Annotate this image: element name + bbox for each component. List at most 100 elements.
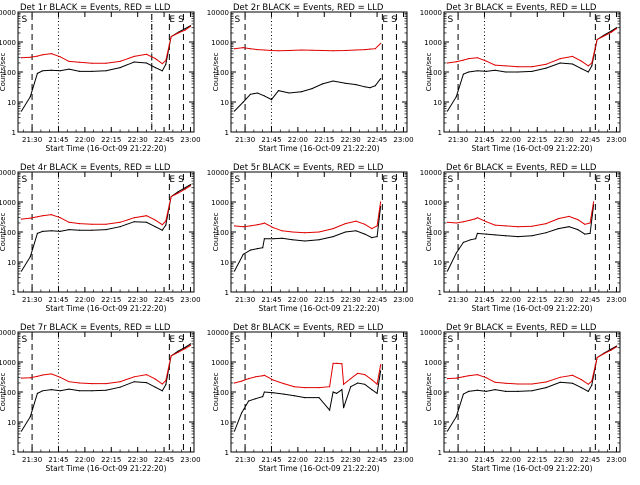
data-point-lld <box>603 353 605 355</box>
data-point-lld <box>68 381 70 383</box>
data-point-events <box>165 63 167 65</box>
data-point-lld <box>170 196 172 198</box>
data-point-lld <box>343 383 345 385</box>
data-point-lld <box>615 346 618 348</box>
data-point-lld <box>587 383 589 385</box>
x-axis-label: Start Time (16-Oct-09 21:22:20) <box>471 144 592 153</box>
y-tick-label: 10000 <box>0 329 16 337</box>
x-tick-label: 22:00 <box>75 136 95 144</box>
y-tick-label: 10000 <box>0 9 16 17</box>
y-axis-label: Counts/sec <box>212 213 220 252</box>
x-tick-label: 22:00 <box>75 456 95 464</box>
data-point-lld <box>20 218 23 220</box>
data-point-events <box>161 390 163 392</box>
x-tick-label: 22:15 <box>527 456 547 464</box>
data-point-lld <box>344 49 346 52</box>
data-point-events <box>263 391 265 393</box>
data-point-events <box>256 92 258 94</box>
data-point-events <box>591 384 593 386</box>
data-point-events <box>446 430 449 432</box>
y-axis-label: Counts/sec <box>0 373 7 412</box>
y-tick-label: 100 <box>216 389 229 397</box>
data-point-events <box>376 236 378 238</box>
data-point-lld <box>485 60 487 62</box>
data-point-lld <box>476 57 478 59</box>
y-tick-label: 1000 <box>424 359 442 367</box>
panel-det-3: Det 3r BLACK = Events, RED = LLD 1 10 100 10… <box>420 3 627 153</box>
data-point-lld <box>241 380 243 382</box>
panel-det-8: Det 8r BLACK = Events, RED = LLD 1 10 100 10… <box>207 323 414 473</box>
data-point-lld <box>344 223 346 225</box>
marker-letter: S <box>391 15 397 25</box>
data-point-lld <box>485 377 487 379</box>
y-tick-label: 1 <box>12 449 16 457</box>
data-point-lld <box>50 214 53 216</box>
data-point-lld <box>105 223 107 225</box>
y-tick-label: 1000 <box>211 359 229 367</box>
data-point-events <box>462 241 464 243</box>
data-point-events <box>154 226 156 228</box>
y-tick-label: 10 <box>220 99 229 107</box>
data-point-lld <box>571 374 574 376</box>
y-tick-label: 1 <box>12 289 16 297</box>
data-point-lld <box>311 49 313 51</box>
y-tick-label: 100 <box>3 389 16 397</box>
data-point-events <box>29 416 31 418</box>
data-point-lld <box>531 225 533 227</box>
data-point-events <box>42 70 44 72</box>
data-point-events <box>455 252 457 254</box>
x-tick-label: 22:30 <box>554 456 574 464</box>
y-axis-label: Counts/sec <box>425 213 433 252</box>
data-point-lld <box>475 218 477 220</box>
y-tick-label: 100 <box>429 229 442 237</box>
x-tick-label: 23:00 <box>393 136 413 144</box>
data-point-lld <box>20 377 23 379</box>
data-point-lld <box>242 226 244 228</box>
marker-letter: S <box>22 175 28 185</box>
series-line-events <box>21 343 191 432</box>
data-point-events <box>145 62 148 64</box>
data-point-events <box>380 78 382 80</box>
x-tick-label: 22:15 <box>527 296 547 304</box>
data-point-events <box>580 387 582 389</box>
data-point-lld <box>332 362 334 364</box>
data-point-lld <box>42 54 44 56</box>
marker-letter: S <box>235 15 241 25</box>
data-point-lld <box>462 376 464 378</box>
data-point-events <box>249 249 251 251</box>
data-point-lld <box>145 215 148 217</box>
data-point-events <box>50 69 53 71</box>
marker-letter: S <box>391 175 397 185</box>
data-point-lld <box>610 349 612 351</box>
data-point-lld <box>272 379 274 381</box>
y-tick-label: 10 <box>7 419 16 427</box>
data-point-lld <box>584 223 586 225</box>
x-axis-label: Start Time (16-Oct-09 21:22:20) <box>45 144 166 153</box>
data-point-lld <box>545 223 547 225</box>
data-point-lld <box>145 53 148 55</box>
x-tick-label: 22:30 <box>341 296 361 304</box>
data-point-lld <box>249 48 251 50</box>
data-point-events <box>376 392 378 394</box>
x-tick-label: 22:30 <box>554 136 574 144</box>
plot-frame <box>230 331 408 453</box>
data-point-events <box>248 400 250 402</box>
x-tick-label: 21:30 <box>22 456 42 464</box>
data-point-events <box>262 396 264 398</box>
x-axis-label: Start Time (16-Oct-09 21:22:20) <box>471 304 592 313</box>
y-tick-label: 10000 <box>420 169 442 177</box>
data-point-events <box>20 110 23 112</box>
data-point-lld <box>505 65 507 67</box>
data-point-lld <box>596 357 598 359</box>
panel-det-5: Det 5r BLACK = Events, RED = LLD 1 10 100 10… <box>207 163 414 313</box>
marker-letter: S <box>235 175 241 185</box>
y-tick-label: 1000 <box>211 39 229 47</box>
data-point-events <box>42 230 44 232</box>
data-point-lld <box>587 65 589 67</box>
data-point-lld <box>59 376 61 378</box>
data-point-lld <box>494 224 496 226</box>
data-point-lld <box>119 381 121 383</box>
y-tick-label: 1 <box>438 289 442 297</box>
data-point-lld <box>455 377 457 379</box>
data-point-events <box>344 82 346 84</box>
